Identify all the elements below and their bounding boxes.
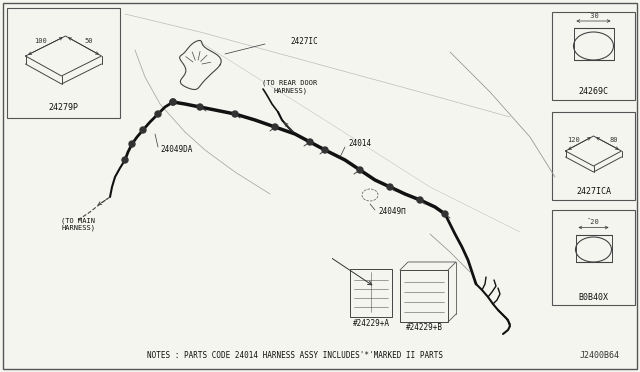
Circle shape — [272, 124, 278, 130]
Bar — [7, 8, 120, 118]
Bar — [552, 12, 635, 100]
Circle shape — [197, 104, 203, 110]
Circle shape — [307, 139, 313, 145]
Text: 24049DA: 24049DA — [160, 145, 193, 154]
Text: 2427IC: 2427IC — [290, 38, 317, 46]
Circle shape — [170, 99, 176, 105]
Circle shape — [322, 147, 328, 153]
Bar — [552, 112, 635, 200]
Circle shape — [122, 157, 128, 163]
Circle shape — [140, 127, 146, 133]
Text: 24049Π: 24049Π — [378, 208, 406, 217]
Text: #24229+B: #24229+B — [406, 324, 442, 333]
Circle shape — [387, 184, 393, 190]
Text: 100: 100 — [34, 38, 47, 44]
Text: ̄20: ̄20 — [587, 219, 600, 225]
Text: J2400B64: J2400B64 — [580, 351, 620, 360]
Text: (TO REAR DOOR
HARNESS): (TO REAR DOOR HARNESS) — [262, 80, 317, 94]
Text: 24014: 24014 — [348, 140, 371, 148]
Circle shape — [442, 211, 448, 217]
Bar — [552, 210, 635, 305]
Circle shape — [232, 111, 238, 117]
Bar — [400, 270, 448, 322]
Circle shape — [170, 99, 176, 105]
Text: 24279P: 24279P — [49, 103, 79, 112]
Text: NOTES : PARTS CODE 24014 HARNESS ASSY INCLUDES'*'MARKED II PARTS: NOTES : PARTS CODE 24014 HARNESS ASSY IN… — [147, 351, 443, 360]
Text: #24229+A: #24229+A — [353, 318, 390, 327]
Text: 50: 50 — [84, 38, 93, 44]
Circle shape — [417, 197, 423, 203]
Circle shape — [357, 167, 363, 173]
Circle shape — [155, 111, 161, 117]
Text: B0B40X: B0B40X — [579, 292, 609, 301]
Text: 120: 120 — [567, 137, 580, 142]
Text: 24269C: 24269C — [579, 87, 609, 96]
Text: 2427ICA: 2427ICA — [576, 187, 611, 196]
Circle shape — [129, 141, 135, 147]
Bar — [350, 269, 392, 317]
Text: 80: 80 — [609, 137, 618, 142]
Text: (TO MAIN
HARNESS): (TO MAIN HARNESS) — [61, 217, 95, 231]
Text: ̄30: ̄30 — [587, 13, 600, 19]
